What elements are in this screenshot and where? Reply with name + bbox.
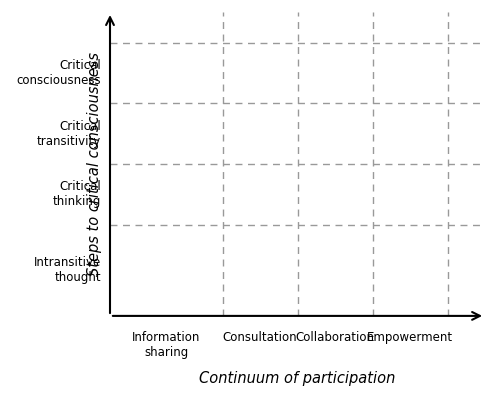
Text: Critical
transitivity: Critical transitivity [37,119,101,148]
Text: Critical
consciousness: Critical consciousness [16,59,101,87]
Text: Intransitive
thought: Intransitive thought [34,256,101,284]
Text: Empowerment: Empowerment [367,331,453,344]
Text: Critical
thinking: Critical thinking [52,180,101,209]
Text: Collaboration: Collaboration [296,331,374,344]
Text: Information
sharing: Information sharing [132,331,200,359]
Text: Continuum of participation: Continuum of participation [200,371,396,386]
Y-axis label: Steps to critical consciousness: Steps to critical consciousness [86,52,102,276]
Text: Consultation: Consultation [222,331,298,344]
